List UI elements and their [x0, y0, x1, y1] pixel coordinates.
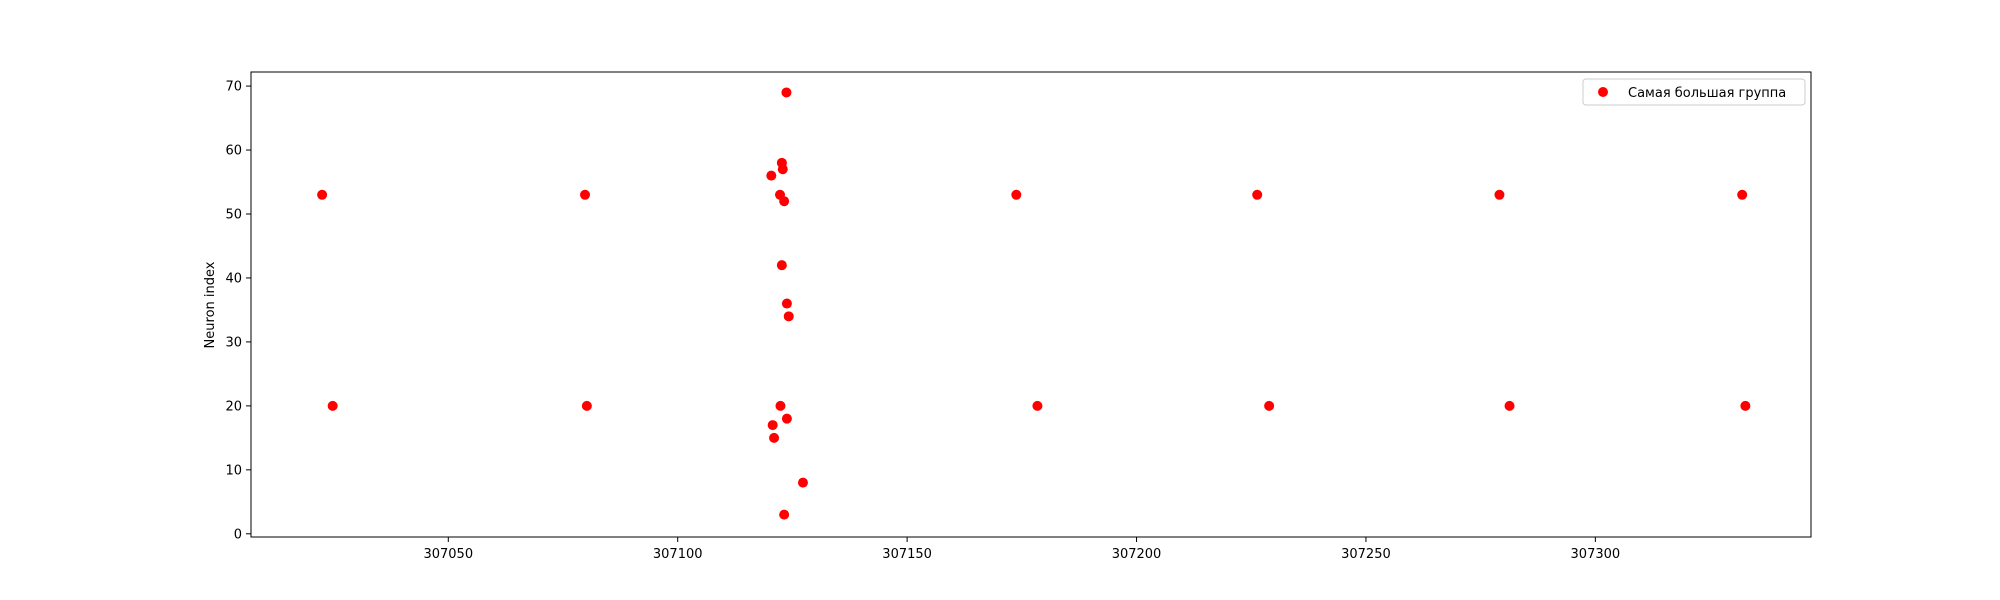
- y-axis-ticks: 0 10 20 30 40 50 60 70: [225, 80, 251, 542]
- data-points: [317, 87, 1751, 520]
- data-point: [779, 196, 790, 207]
- data-point: [317, 189, 328, 200]
- data-point: [783, 311, 794, 322]
- x-tick-label: 307250: [1341, 547, 1391, 562]
- y-tick-label: 0: [234, 527, 242, 542]
- data-point: [775, 400, 786, 411]
- data-point: [781, 413, 792, 424]
- y-tick-label: 50: [225, 207, 242, 222]
- x-tick-label: 307050: [423, 547, 473, 562]
- y-tick-label: 10: [225, 463, 242, 478]
- data-point: [776, 260, 787, 271]
- y-tick-label: 60: [225, 144, 242, 159]
- data-point: [1032, 400, 1043, 411]
- legend-box: [1582, 78, 1806, 106]
- data-point: [1494, 189, 1505, 200]
- data-point: [1737, 189, 1748, 200]
- data-point: [1011, 189, 1022, 200]
- x-axis-ticks: 307050 307100 307150 307200 307250 307300: [423, 537, 1620, 562]
- data-point: [580, 189, 591, 200]
- data-point: [1740, 400, 1751, 411]
- y-tick-label: 40: [225, 271, 242, 286]
- data-point: [1504, 400, 1515, 411]
- data-point: [766, 170, 777, 181]
- data-point: [777, 164, 788, 175]
- data-point: [581, 400, 592, 411]
- data-point: [797, 477, 808, 488]
- x-tick-label: 307200: [1112, 547, 1162, 562]
- legend-label: Самая большая группа: [1628, 86, 1786, 101]
- data-point: [779, 509, 790, 520]
- data-point: [781, 298, 792, 309]
- legend: Самая большая группа: [1582, 78, 1806, 106]
- plot-area-frame: [250, 71, 1812, 538]
- y-tick-label: 70: [225, 80, 242, 95]
- data-point: [327, 400, 338, 411]
- x-tick-label: 307300: [1571, 547, 1621, 562]
- data-point: [769, 432, 780, 443]
- legend-marker: [1598, 87, 1608, 97]
- y-axis-label: Neuron index: [203, 261, 218, 348]
- data-point: [1252, 189, 1263, 200]
- y-tick-label: 20: [225, 399, 242, 414]
- data-point: [781, 87, 792, 98]
- x-tick-label: 307150: [882, 547, 932, 562]
- data-point: [767, 420, 778, 431]
- y-tick-label: 30: [225, 335, 242, 350]
- data-point: [1264, 400, 1275, 411]
- x-tick-label: 307100: [653, 547, 703, 562]
